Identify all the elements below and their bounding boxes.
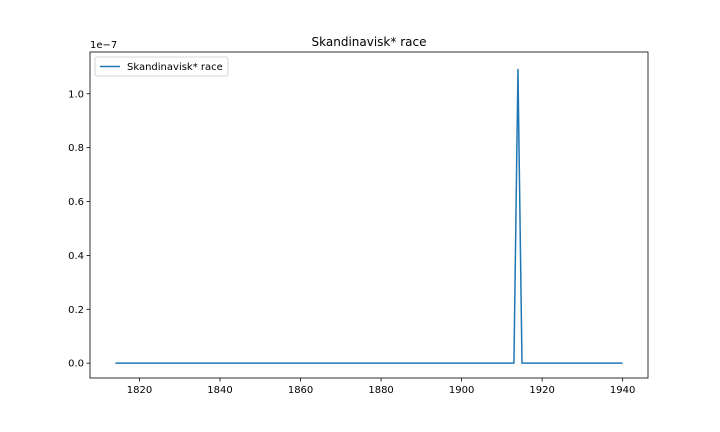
y-tick-label: 0.6	[68, 197, 84, 208]
y-tick-label: 0.2	[68, 305, 84, 316]
plot-area	[90, 52, 648, 378]
legend: Skandinavisk* race	[94, 56, 229, 77]
y-axis: 0.0 0.2 0.4 0.6 0.8 1.0	[68, 89, 90, 370]
plot-frame	[89, 51, 649, 379]
legend-box	[94, 56, 229, 77]
y-tick-label: 1.0	[68, 89, 84, 100]
x-tick-label: 1940	[610, 385, 635, 396]
legend-entry-label: Skandinavisk* race	[127, 62, 223, 73]
x-tick-label: 1920	[529, 385, 554, 396]
x-tick-label: 1900	[449, 385, 474, 396]
x-axis: 1820 1840 1860 1880 1900 1920 1940	[127, 378, 635, 396]
y-tick-label: 0.4	[68, 251, 84, 262]
x-tick-label: 1880	[368, 385, 393, 396]
x-tick-label: 1840	[207, 385, 232, 396]
series-line	[115, 68, 623, 364]
y-tick-label: 0.8	[68, 143, 84, 154]
x-tick-label: 1820	[127, 385, 152, 396]
y-tick-label: 0.0	[68, 359, 84, 370]
x-tick-label: 1860	[288, 385, 313, 396]
series-layer	[115, 68, 623, 364]
chart-title: Skandinavisk* race	[312, 35, 427, 49]
y-offset-label: 1e−7	[90, 40, 117, 51]
